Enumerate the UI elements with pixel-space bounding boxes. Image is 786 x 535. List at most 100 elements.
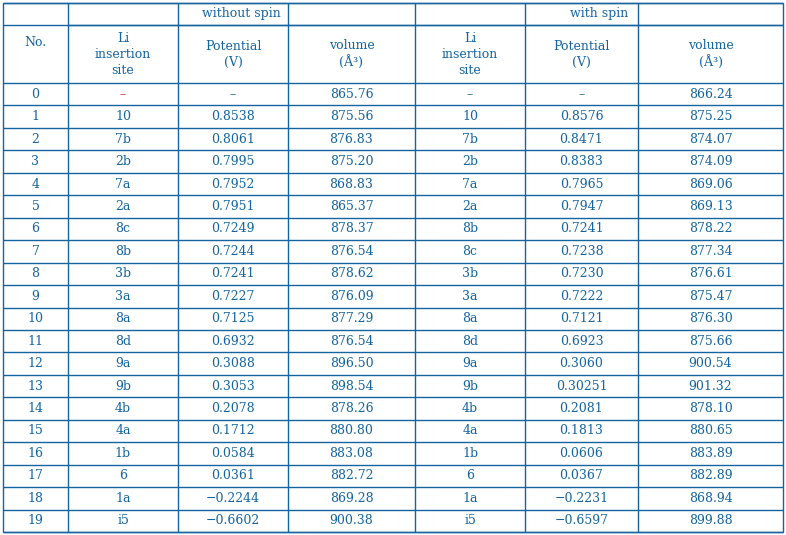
Text: without spin: without spin [202, 7, 281, 20]
Text: 10: 10 [28, 312, 43, 325]
Text: 0.7244: 0.7244 [211, 245, 255, 258]
Text: 876.54: 876.54 [329, 245, 373, 258]
Text: 0.7230: 0.7230 [560, 268, 604, 280]
Text: 874.09: 874.09 [689, 155, 733, 168]
Text: –: – [120, 88, 126, 101]
Text: 0.6923: 0.6923 [560, 335, 604, 348]
Text: 882.89: 882.89 [689, 469, 733, 483]
Text: 1a: 1a [462, 492, 478, 505]
Text: 0.7241: 0.7241 [211, 268, 255, 280]
Text: 4: 4 [31, 178, 39, 190]
Text: 876.09: 876.09 [329, 290, 373, 303]
Text: 878.10: 878.10 [689, 402, 733, 415]
Text: 877.29: 877.29 [330, 312, 373, 325]
Text: −0.2231: −0.2231 [554, 492, 608, 505]
Text: 880.65: 880.65 [689, 424, 733, 438]
Text: 880.80: 880.80 [329, 424, 373, 438]
Text: 6: 6 [119, 469, 127, 483]
Text: 901.32: 901.32 [689, 379, 733, 393]
Text: 0.3088: 0.3088 [211, 357, 255, 370]
Text: 3a: 3a [116, 290, 130, 303]
Text: 0.7241: 0.7241 [560, 223, 604, 235]
Text: 875.20: 875.20 [330, 155, 373, 168]
Text: 0.7125: 0.7125 [211, 312, 255, 325]
Text: 7a: 7a [116, 178, 130, 190]
Text: 875.47: 875.47 [689, 290, 733, 303]
Text: 0.7965: 0.7965 [560, 178, 603, 190]
Text: volume
(Å³): volume (Å³) [329, 39, 374, 69]
Text: 0.7952: 0.7952 [211, 178, 255, 190]
Text: 1b: 1b [115, 447, 131, 460]
Text: Li
insertion
site: Li insertion site [95, 32, 151, 77]
Text: 0.7238: 0.7238 [560, 245, 604, 258]
Text: 4b: 4b [115, 402, 131, 415]
Text: 2b: 2b [462, 155, 478, 168]
Text: 1: 1 [31, 110, 39, 123]
Text: 0: 0 [31, 88, 39, 101]
Text: 0.7947: 0.7947 [560, 200, 603, 213]
Text: 869.06: 869.06 [689, 178, 733, 190]
Text: 878.26: 878.26 [329, 402, 373, 415]
Text: 0.2081: 0.2081 [560, 402, 604, 415]
Text: 10: 10 [462, 110, 478, 123]
Text: 10: 10 [115, 110, 131, 123]
Text: 875.25: 875.25 [689, 110, 733, 123]
Text: 9a: 9a [462, 357, 478, 370]
Text: 6: 6 [466, 469, 474, 483]
Text: 8d: 8d [115, 335, 131, 348]
Text: i5: i5 [464, 514, 476, 528]
Text: 16: 16 [28, 447, 43, 460]
Text: i5: i5 [117, 514, 129, 528]
Text: 0.8471: 0.8471 [560, 133, 604, 146]
Text: 7b: 7b [115, 133, 131, 146]
Text: 0.1813: 0.1813 [560, 424, 604, 438]
Text: 878.22: 878.22 [689, 223, 733, 235]
Text: 8a: 8a [116, 312, 130, 325]
Text: 869.13: 869.13 [689, 200, 733, 213]
Text: 2: 2 [31, 133, 39, 146]
Text: 0.7227: 0.7227 [211, 290, 255, 303]
Text: 3a: 3a [462, 290, 478, 303]
Text: 0.0584: 0.0584 [211, 447, 255, 460]
Text: 0.0367: 0.0367 [560, 469, 604, 483]
Text: Potential
(V): Potential (V) [553, 40, 610, 68]
Text: 3b: 3b [115, 268, 131, 280]
Text: 9: 9 [31, 290, 39, 303]
Text: 2b: 2b [115, 155, 131, 168]
Text: 13: 13 [28, 379, 43, 393]
Text: 1a: 1a [116, 492, 130, 505]
Text: volume
(Å³): volume (Å³) [688, 39, 733, 69]
Text: 1b: 1b [462, 447, 478, 460]
Text: 883.89: 883.89 [689, 447, 733, 460]
Text: 6: 6 [31, 223, 39, 235]
Text: 875.56: 875.56 [330, 110, 373, 123]
Text: 8c: 8c [116, 223, 130, 235]
Text: Potential
(V): Potential (V) [205, 40, 261, 68]
Text: Li
insertion
site: Li insertion site [442, 32, 498, 77]
Text: 8c: 8c [462, 245, 478, 258]
Text: –: – [467, 88, 473, 101]
Text: 9b: 9b [462, 379, 478, 393]
Text: 866.24: 866.24 [689, 88, 733, 101]
Text: 865.76: 865.76 [329, 88, 373, 101]
Text: 0.2078: 0.2078 [211, 402, 255, 415]
Text: 0.3060: 0.3060 [560, 357, 604, 370]
Text: 869.28: 869.28 [329, 492, 373, 505]
Text: 0.0361: 0.0361 [211, 469, 255, 483]
Text: 0.8061: 0.8061 [211, 133, 255, 146]
Text: 8d: 8d [462, 335, 478, 348]
Text: 7: 7 [31, 245, 39, 258]
Text: 0.0606: 0.0606 [560, 447, 604, 460]
Text: 898.54: 898.54 [329, 379, 373, 393]
Text: 896.50: 896.50 [329, 357, 373, 370]
Text: 0.7222: 0.7222 [560, 290, 603, 303]
Text: 900.38: 900.38 [329, 514, 373, 528]
Text: 0.30251: 0.30251 [556, 379, 608, 393]
Text: 876.83: 876.83 [329, 133, 373, 146]
Text: 15: 15 [28, 424, 43, 438]
Text: 0.8383: 0.8383 [560, 155, 604, 168]
Text: 3: 3 [31, 155, 39, 168]
Text: 0.7249: 0.7249 [211, 223, 255, 235]
Text: 868.83: 868.83 [329, 178, 373, 190]
Text: 868.94: 868.94 [689, 492, 733, 505]
